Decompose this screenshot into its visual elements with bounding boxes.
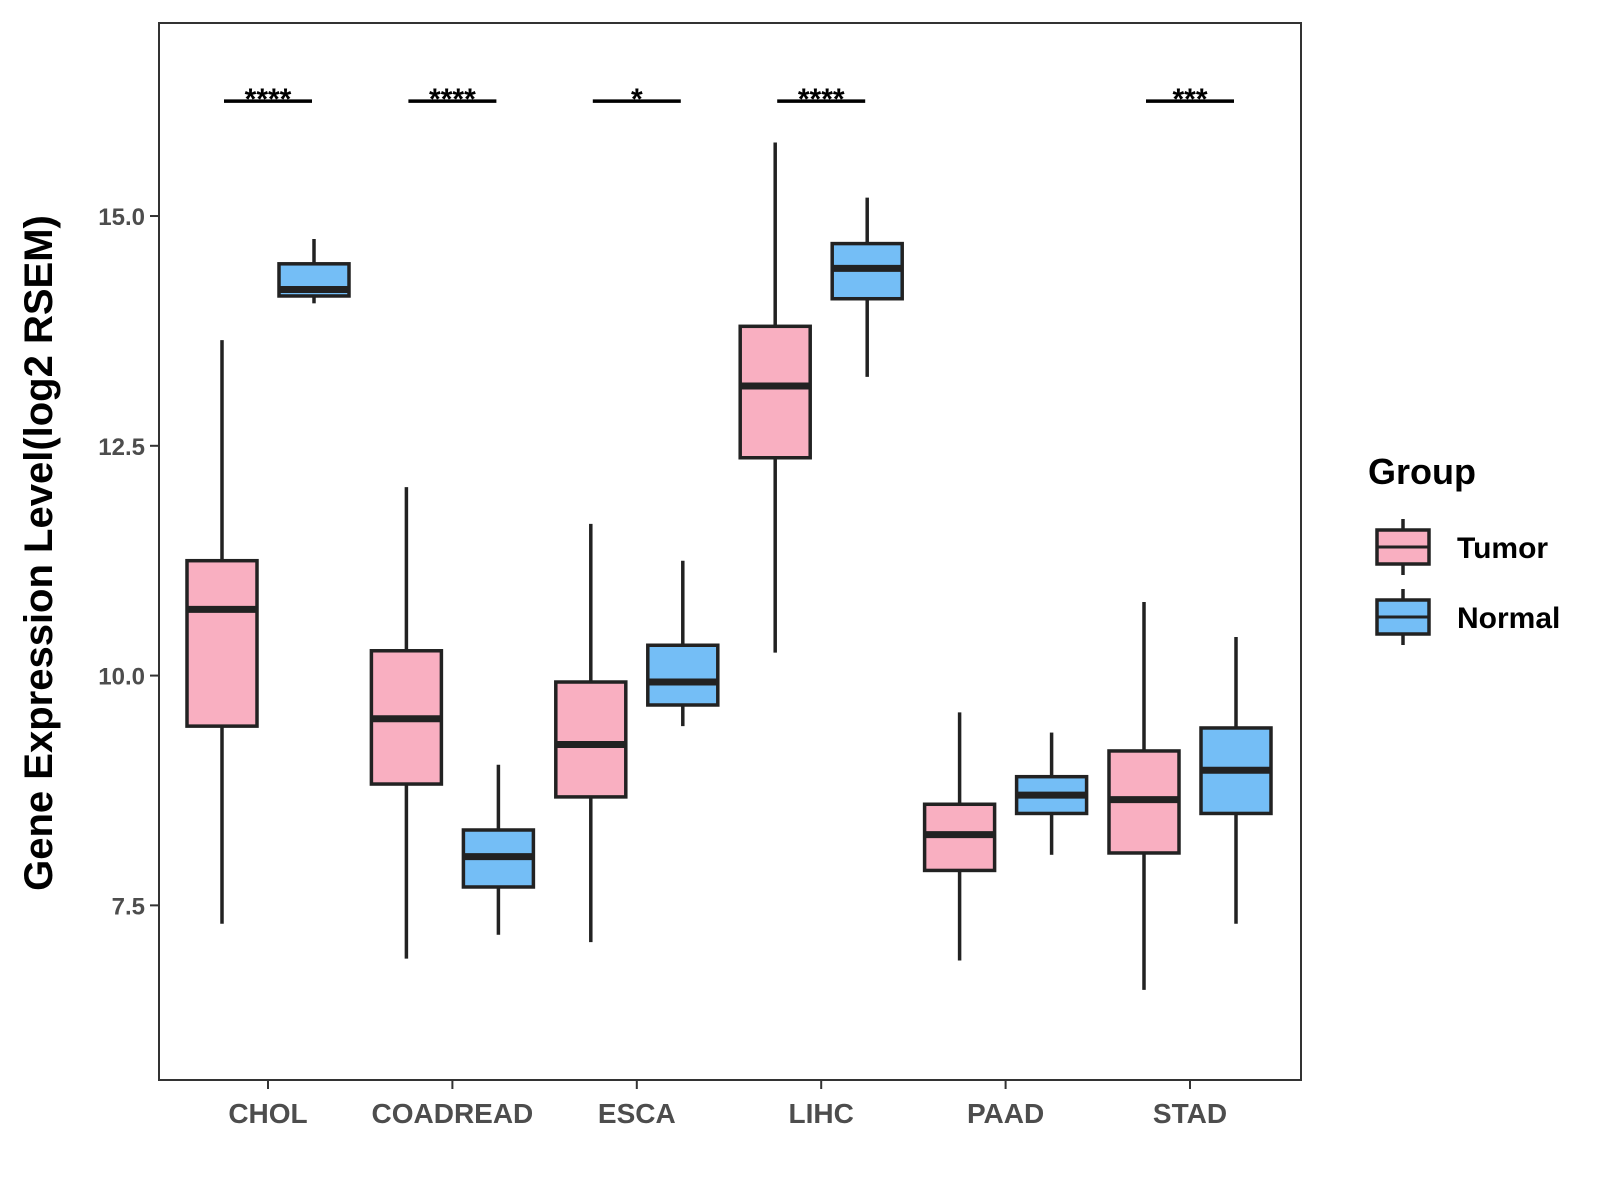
legend-key-tumor bbox=[1375, 519, 1431, 575]
box-iqr bbox=[646, 643, 720, 707]
box-normal-paad bbox=[1014, 732, 1089, 855]
y-tick-label: 15.0 bbox=[98, 204, 145, 231]
legend-label-normal: Normal bbox=[1457, 602, 1560, 635]
box-normal-esca bbox=[646, 560, 720, 727]
legend: Group Tumor Normal bbox=[1368, 451, 1560, 645]
box-normal-coadread bbox=[461, 764, 536, 935]
x-category-label: ESCA bbox=[598, 1098, 676, 1129]
box-tumor-lihc bbox=[738, 142, 812, 653]
box-tumor-paad bbox=[922, 712, 997, 961]
legend-label-tumor: Tumor bbox=[1457, 532, 1548, 565]
box-tumor-stad bbox=[1107, 602, 1181, 990]
significance-label: **** bbox=[798, 83, 845, 116]
significance-label: **** bbox=[429, 83, 476, 116]
box-iqr bbox=[185, 558, 259, 728]
significance-label: * bbox=[631, 83, 643, 116]
series-normal bbox=[277, 197, 1273, 935]
box-normal-lihc bbox=[830, 197, 904, 377]
legend-key-normal bbox=[1375, 589, 1431, 645]
series-tumor bbox=[185, 142, 1181, 990]
x-category-label: LIHC bbox=[789, 1098, 854, 1129]
box-tumor-coadread bbox=[369, 487, 444, 959]
y-tick-label: 10.0 bbox=[98, 664, 145, 691]
x-category-label: PAAD bbox=[967, 1098, 1044, 1129]
plot-area: 7.5 10.0 12.5 15.0 CHOL COADREAD ESCA LIHC PAAD S… bbox=[98, 22, 1302, 1129]
plot-panel-border bbox=[158, 22, 1302, 1081]
y-axis-title: Gene Expression Level(log2 RSEM) bbox=[17, 215, 61, 891]
legend-title: Group bbox=[1368, 451, 1476, 492]
x-category-label: STAD bbox=[1153, 1098, 1227, 1129]
y-tick-label: 7.5 bbox=[112, 893, 145, 920]
box-iqr bbox=[738, 324, 812, 460]
box-normal-chol bbox=[277, 238, 351, 304]
x-category-label: CHOL bbox=[228, 1098, 307, 1129]
y-tick-label: 12.5 bbox=[98, 434, 145, 461]
x-category-label: COADREAD bbox=[372, 1098, 534, 1129]
box-tumor-chol bbox=[185, 340, 259, 924]
box-normal-stad bbox=[1199, 636, 1273, 924]
box-iqr bbox=[554, 680, 628, 799]
significance-label: **** bbox=[245, 83, 292, 116]
significance-label: *** bbox=[1172, 83, 1207, 116]
box-tumor-esca bbox=[554, 523, 628, 943]
